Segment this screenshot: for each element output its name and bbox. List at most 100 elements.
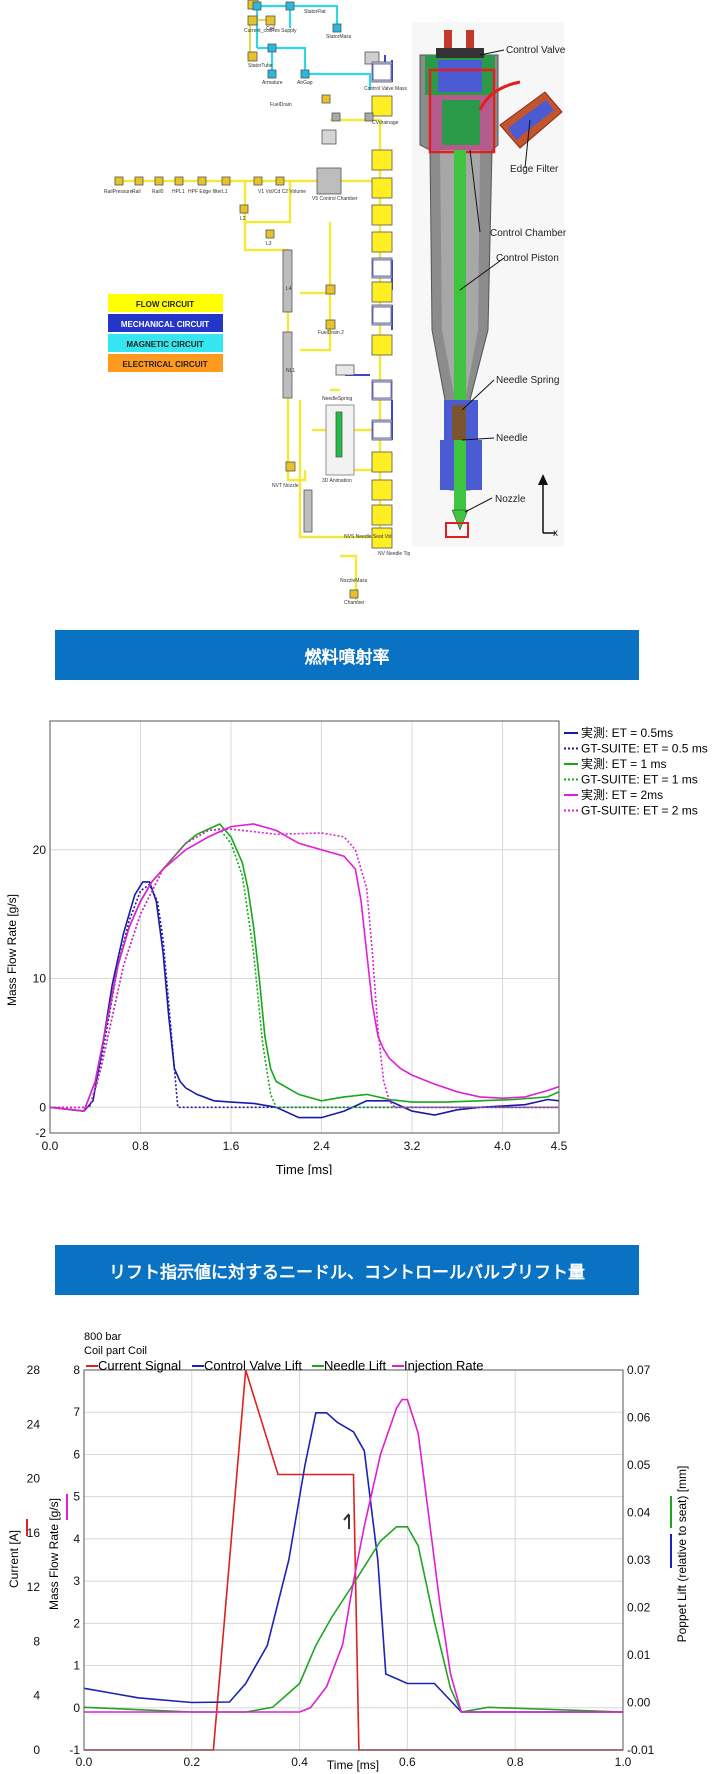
chart2-title: 800 bar <box>84 1331 122 1343</box>
chart2-series-line <box>84 1398 623 1713</box>
chart1-ytick-label: 20 <box>33 843 47 857</box>
label-needle: Needle <box>496 433 528 444</box>
chart2-flow-tick-label: -1 <box>69 1743 80 1757</box>
node-label: V1 Vol/Cd C2 Volume <box>258 189 306 195</box>
chart2-lift-tick-label: 0.01 <box>627 1648 651 1662</box>
chart2-current-tick-label: 0 <box>33 1743 40 1757</box>
circuit-nodes <box>114 0 393 599</box>
chart2-lift-tick-label: 0.06 <box>627 1411 651 1425</box>
node-label: L4 <box>286 286 292 292</box>
section-title: リフト指示値に対するニードル、コントロールバルブリフト量 <box>109 1262 585 1283</box>
chart2-current-tick-label: 8 <box>33 1634 40 1648</box>
chart1-xtick-label: 1.6 <box>223 1139 240 1153</box>
chart2-plot-frame <box>83 1369 624 1751</box>
node-label: Armature <box>262 80 283 86</box>
label-x-axis: x <box>553 528 558 539</box>
chart2-lift-tick-label: 0.00 <box>627 1696 651 1710</box>
node-label: L3 <box>266 241 272 247</box>
chart1-ytick-label: -2 <box>35 1126 46 1140</box>
chart1-ylabel: Mass Flow Rate [g/s] <box>5 894 19 1006</box>
chart2-xtick-label: 1.0 <box>615 1755 632 1769</box>
legend-mechanical-label: MECHANICAL CIRCUIT <box>121 320 209 329</box>
chart2-flow-tick-label: 5 <box>73 1490 80 1504</box>
chart2-xtick-label: 0.6 <box>399 1755 416 1769</box>
chart1-legend-label: 実測: ET = 2ms <box>581 787 663 802</box>
legend-magnetic-label: MAGNETIC CIRCUIT <box>126 340 203 349</box>
chart2-flow-tick-label: 1 <box>73 1659 80 1673</box>
chart1-ticks: 0.0 0.8 1.6 2.4 3.2 4.0 4.5 -2 0 10 20 <box>33 843 568 1153</box>
chart2-flow-tick-label: 7 <box>73 1405 80 1419</box>
node-label: HPL1 <box>172 189 185 195</box>
node-label: NeedleSpring <box>322 396 353 402</box>
chart1-legend-label: GT-SUITE: ET = 2 ms <box>581 804 698 818</box>
chart2-lift-tick-label: -0.01 <box>627 1743 655 1757</box>
chart2-lift-tick-label: 0.02 <box>627 1601 651 1615</box>
node-label: HPF Edge filter <box>188 189 222 195</box>
node-label: L1 <box>222 189 228 195</box>
node-label: Control Valve Mass <box>364 86 407 92</box>
chart2-current-tick-label: 4 <box>33 1689 40 1703</box>
chart1-ytick-label: 0 <box>39 1100 46 1114</box>
label-needle-spring: Needle Spring <box>496 375 559 386</box>
node-label: NV Needle Tip <box>378 551 410 557</box>
chart2-series-line <box>83 1412 623 1713</box>
chart2-current-tick-label: 24 <box>27 1417 41 1431</box>
legend-electrical-circuit <box>108 354 223 372</box>
chart2-grid <box>83 1369 624 1751</box>
chart2-legend-label: Injection Rate <box>404 1358 484 1373</box>
node-label: V5 Control Chamber <box>312 196 358 202</box>
chart2-legend-label: Current Signal <box>98 1358 181 1373</box>
node-label: Coil <box>266 26 275 32</box>
chart1-series-line <box>49 881 560 1119</box>
chart1-xtick-label: 4.0 <box>494 1139 511 1153</box>
chart1-plot-frame <box>49 720 560 1134</box>
chart2-ylabel-right: Poppet Lift (relative to seat) [mm] <box>675 1466 689 1643</box>
node-label: Rail <box>132 189 141 195</box>
chart2-legend-label: Needle Lift <box>324 1358 387 1373</box>
chart1-legend-label: GT-SUITE: ET = 1 ms <box>581 773 698 787</box>
section-title: 燃料噴射率 <box>304 647 390 668</box>
chart1-series-line <box>49 823 560 1112</box>
node-label: NVS Needle Seat Vol <box>344 534 392 540</box>
node-label: FuelDrain 2 <box>318 330 344 336</box>
chart2-ylabel-current: Current [A] <box>7 1530 21 1588</box>
label-nozzle: Nozzle <box>495 494 526 505</box>
chart2-ticks: 0.0 0.2 0.4 0.6 0.8 1.0-101234567804812162024… <box>27 1363 655 1769</box>
chart1-series-line <box>49 823 560 1112</box>
magnetic-circuit-links <box>255 4 372 90</box>
chart2-xlabel: Time [ms] <box>327 1758 379 1772</box>
chart2-series-line <box>83 1526 624 1713</box>
label-edge-filter: Edge Filter <box>510 164 559 175</box>
chart2-current-tick-label: 16 <box>27 1526 41 1540</box>
chart2-current-tick-label: 20 <box>27 1472 41 1486</box>
needle <box>454 440 466 510</box>
node-label: AirGap <box>297 80 313 86</box>
chart2-current-tick-label: 12 <box>27 1580 41 1594</box>
node-label: StatorFlat <box>304 9 326 15</box>
legend-magnetic-circuit <box>108 334 223 352</box>
chart2-legend: Current Signal Control Valve Lift Needle L… <box>86 1358 484 1373</box>
control-piston <box>454 150 466 400</box>
chart2-flow-tick-label: 4 <box>73 1532 80 1546</box>
chart2-lift-tick-label: 0.07 <box>627 1363 651 1377</box>
chart2-lift-tick-label: 0.05 <box>627 1458 651 1472</box>
node-label: StatorMass <box>326 34 352 40</box>
injector-model-diagram: Current_coilRes Supply Coil StatorFlat S… <box>104 0 567 606</box>
label-control-valve: Control Valve <box>506 45 566 56</box>
node-label: Chamber <box>344 600 365 606</box>
chart1-legend-label: GT-SUITE: ET = 0.5 ms <box>581 742 708 756</box>
chart1-series-line <box>50 883 559 1109</box>
injection-rate-chart: 0.0 0.8 1.6 2.4 3.2 4.0 4.5 -2 0 10 20 Time [ms] M… <box>5 720 708 1175</box>
chart1-legend-label: 実測: ET = 0.5ms <box>581 725 673 740</box>
section-banner-lift: リフト指示値に対するニードル、コントロールバルブリフト量 <box>55 1245 639 1295</box>
chart2-series-line <box>84 1369 623 1751</box>
chart1-xtick-label: 0.0 <box>42 1139 59 1153</box>
chart2-subtitle: Coil part Coil <box>84 1345 147 1357</box>
chart2-legend-label: Control Valve Lift <box>204 1358 302 1373</box>
node-label: StatorTube <box>248 63 273 69</box>
chart2-current-tick-label: 28 <box>27 1363 41 1377</box>
label-control-chamber: Control Chamber <box>490 228 567 239</box>
nozzle-box <box>445 522 469 538</box>
chart1-legend-label: 実測: ET = 1 ms <box>581 756 666 771</box>
node-label: CVdrainage <box>372 120 399 126</box>
